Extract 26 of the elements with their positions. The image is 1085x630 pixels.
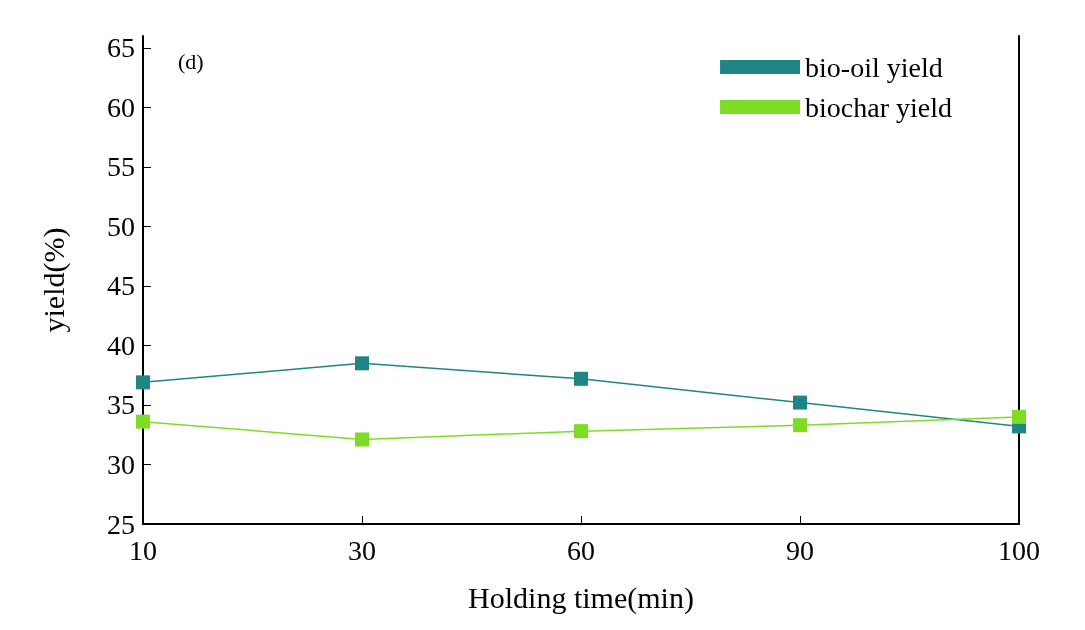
x-tick-label: 60 (567, 534, 595, 566)
y-tick-label: 60 (107, 91, 135, 123)
legend-label: biochar yield (805, 91, 953, 123)
point (136, 414, 150, 429)
y-tick-label: 55 (107, 151, 135, 183)
y-tick-label: 40 (107, 329, 135, 361)
point (1012, 409, 1026, 424)
y-tick-label: 35 (107, 389, 135, 421)
annotation: (d) (178, 48, 204, 74)
y-axis-title: yield(%) (36, 227, 71, 333)
point (136, 375, 150, 390)
point (793, 395, 807, 410)
y-tick-label: 65 (107, 32, 135, 64)
x-axis-title: Holding time(min) (468, 580, 694, 615)
point (355, 356, 369, 371)
x-tick-label: 100 (998, 534, 1040, 566)
y-tick-label: 45 (107, 270, 135, 302)
point (355, 432, 369, 447)
x-tick-label: 30 (348, 534, 376, 566)
point (574, 424, 588, 439)
point (793, 418, 807, 433)
point (574, 371, 588, 386)
y-tick-label: 50 (107, 210, 135, 242)
legend-label: bio-oil yield (805, 51, 943, 83)
y-tick-label: 30 (107, 448, 135, 480)
x-tick-label: 90 (786, 534, 814, 566)
